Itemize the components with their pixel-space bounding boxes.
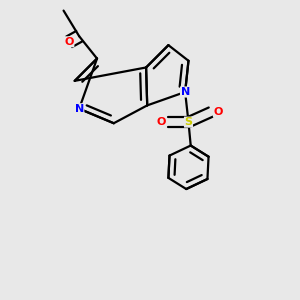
Text: O: O	[156, 117, 166, 127]
Text: N: N	[181, 87, 190, 97]
Text: O: O	[64, 37, 74, 47]
Text: O: O	[214, 107, 223, 117]
Text: S: S	[184, 117, 193, 127]
Text: N: N	[75, 104, 84, 114]
